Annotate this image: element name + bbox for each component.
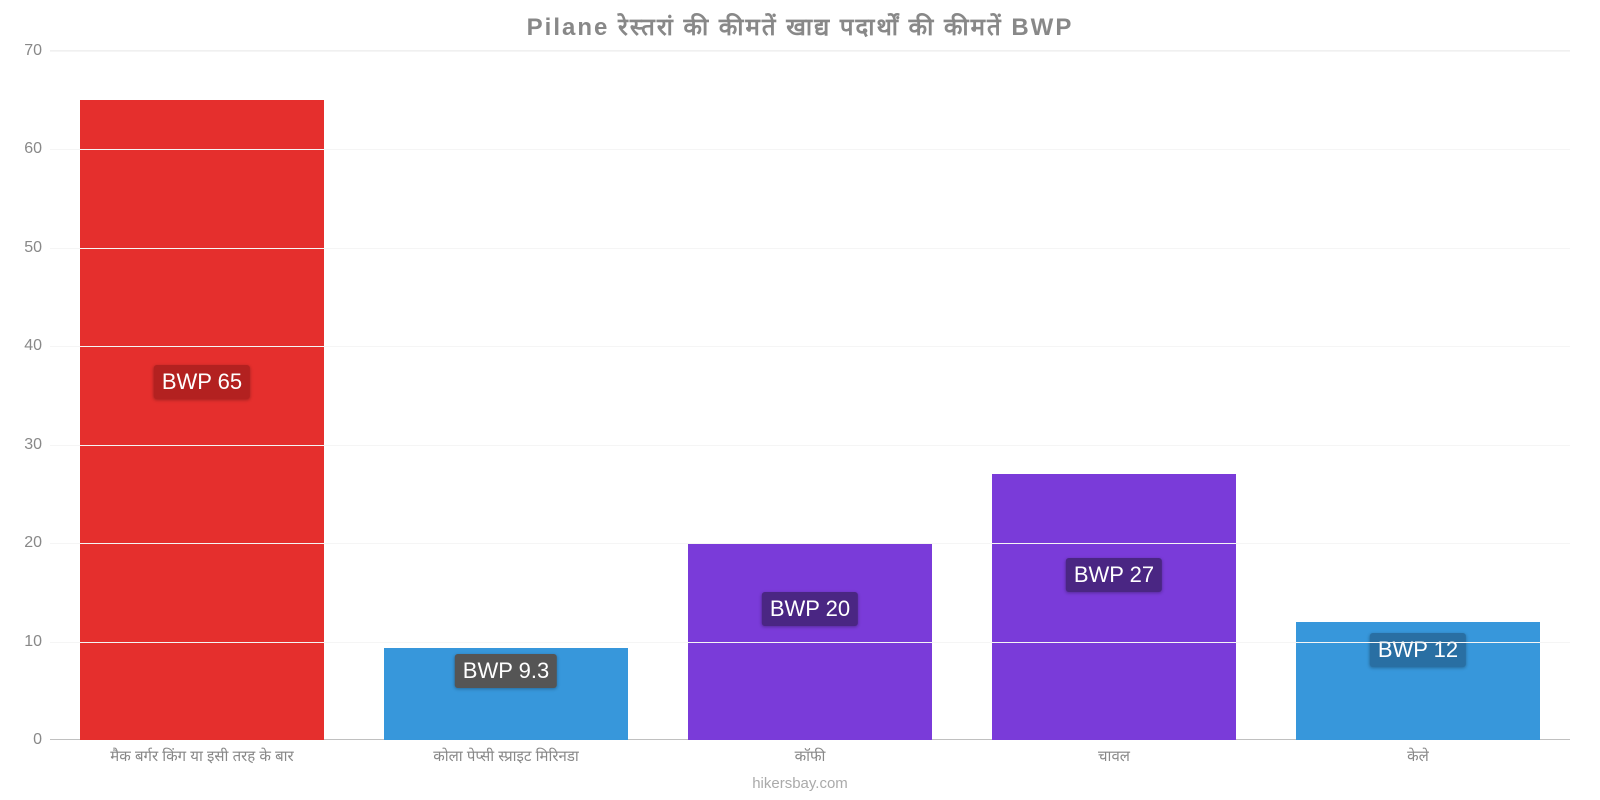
value-badge: BWP 12	[1370, 633, 1466, 667]
bar: BWP 12	[1296, 622, 1539, 740]
value-badge: BWP 20	[762, 592, 858, 626]
bar-slot: BWP 20कॉफी	[658, 51, 962, 740]
x-tick-label: चावल	[1098, 740, 1130, 766]
bar-slot: BWP 65मैक बर्गर किंग या इसी तरह के बार	[50, 51, 354, 740]
y-tick-label: 20	[24, 534, 50, 552]
gridline	[50, 51, 1570, 52]
value-badge: BWP 65	[154, 365, 250, 399]
gridline	[50, 445, 1570, 446]
gridline	[50, 543, 1570, 544]
y-tick-label: 60	[24, 140, 50, 158]
x-tick-label: मैक बर्गर किंग या इसी तरह के बार	[110, 740, 293, 766]
y-tick-label: 70	[24, 42, 50, 60]
chart-title: Pilane रेस्तरां की कीमतें खाद्य पदार्थों…	[0, 10, 1600, 43]
y-tick-label: 40	[24, 337, 50, 355]
bar: BWP 27	[992, 474, 1235, 740]
bars-wrap: BWP 65मैक बर्गर किंग या इसी तरह के बारBW…	[50, 51, 1570, 740]
x-tick-label: कॉफी	[795, 740, 826, 766]
y-tick-label: 10	[24, 633, 50, 651]
chart-container: Pilane रेस्तरां की कीमतें खाद्य पदार्थों…	[0, 0, 1600, 800]
gridline	[50, 642, 1570, 643]
plot-area: BWP 65मैक बर्गर किंग या इसी तरह के बारBW…	[50, 50, 1570, 740]
bar-slot: BWP 27चावल	[962, 51, 1266, 740]
bar: BWP 9.3	[384, 648, 627, 740]
y-tick-label: 0	[33, 731, 50, 749]
x-tick-label: केले	[1407, 740, 1429, 766]
value-badge: BWP 9.3	[455, 654, 557, 688]
y-tick-label: 30	[24, 436, 50, 454]
y-tick-label: 50	[24, 239, 50, 257]
bar-slot: BWP 9.3कोला पेप्सी स्प्राइट मिरिनडा	[354, 51, 658, 740]
x-tick-label: कोला पेप्सी स्प्राइट मिरिनडा	[433, 740, 579, 766]
source-attribution: hikersbay.com	[0, 775, 1600, 792]
value-badge: BWP 27	[1066, 558, 1162, 592]
bar-slot: BWP 12केले	[1266, 51, 1570, 740]
gridline	[50, 149, 1570, 150]
gridline	[50, 346, 1570, 347]
bar: BWP 65	[80, 100, 323, 740]
gridline	[50, 248, 1570, 249]
